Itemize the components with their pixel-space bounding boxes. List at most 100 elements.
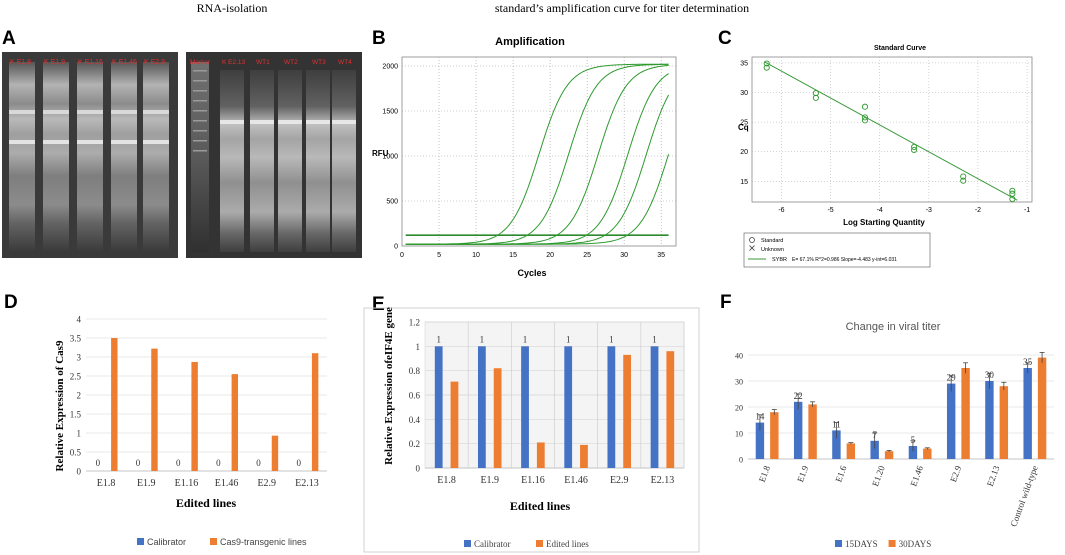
amplification-x-tick-label: 5 (437, 252, 441, 259)
bar-y-tick-label: 1.5 (70, 410, 82, 420)
eif4e-ylabel: Relative Expression ofeIF4E gene (383, 307, 395, 465)
bar-30days (846, 443, 856, 459)
bar-data-label: 29 (947, 373, 957, 383)
bar-15days (1023, 368, 1032, 459)
gel-marker-band (193, 100, 207, 102)
standard-curve-point (763, 60, 770, 67)
bar-y-tick-label: 3.5 (70, 334, 82, 344)
gel-right-lane-label: WT2 (284, 59, 298, 66)
cas9-xlabel: Edited lines (176, 496, 237, 510)
gel-left-lane (77, 62, 103, 252)
amplification-y-tick-label: 2000 (382, 64, 398, 71)
bar-30days (1037, 357, 1047, 459)
bar-y-tick-label: 3 (77, 353, 82, 363)
bar-calibrator (650, 346, 659, 468)
legend-swatch (137, 538, 144, 545)
bar-15days (908, 446, 918, 459)
standard-curve-y-tick-label: 30 (740, 90, 748, 97)
panel-letter-c: C (718, 28, 732, 49)
legend-label: Edited lines (546, 539, 589, 549)
standard-curve-point (1009, 195, 1016, 203)
gel-right-band (306, 120, 330, 124)
bar-30days (999, 386, 1009, 459)
bar-15days (985, 381, 994, 459)
standard-curve-point (911, 146, 918, 153)
bar-y-tick-label: 30 (735, 378, 743, 387)
gel-right-lane (306, 70, 330, 252)
bar-y-tick-label: 10 (735, 430, 743, 439)
bar-30days (961, 368, 970, 459)
bar-cas9-transgenic-lines (271, 435, 279, 471)
gel-marker-band (193, 120, 207, 122)
gel-right-lane-label: WT4 (338, 59, 352, 66)
eif4e-chart-border (363, 307, 700, 553)
gel-left-lane (143, 62, 169, 252)
standard-curve-x-tick-label: -5 (827, 207, 833, 214)
bar-edited-lines (536, 442, 545, 468)
standard-curve-y-tick-label: 15 (740, 179, 748, 186)
gel-left-lane-label: K E1.8 (10, 59, 31, 66)
gel-marker-band (193, 140, 207, 142)
panel-f-viral-titer: Change in viral titer 0 10 20 30 40 14 E1.8 22 E… (735, 321, 1054, 549)
bar-30days (923, 448, 932, 459)
bar-x-tick-label: E2.13 (985, 464, 1002, 488)
standard-curve-title: Standard Curve (874, 45, 926, 52)
panel-letter-a: A (2, 28, 16, 49)
standard-curve-point (960, 177, 967, 184)
standard-curve-x-tick-label: -1 (1024, 207, 1030, 214)
legend-swatch (888, 540, 896, 547)
legend-unknown-label: Unknown (761, 247, 784, 253)
bar-y-tick-label: 0.5 (70, 448, 82, 458)
amplification-x-tick-label: 35 (657, 252, 665, 259)
gel-left-lane-label: K E2.9 (144, 59, 165, 66)
bar-x-tick-label: E1.46 (564, 475, 588, 486)
gel-right-lane (278, 70, 302, 252)
bar-data-label: 0 (136, 458, 141, 468)
bar-data-label: 0 (216, 458, 221, 468)
gel-marker-band (193, 70, 207, 72)
bar-x-tick-label: E2.13 (295, 478, 319, 489)
bar-y-tick-label: 0.2 (409, 439, 420, 449)
bar-data-label: 1 (566, 334, 571, 344)
bar-data-label: 1 (609, 334, 614, 344)
amplification-y-tick-label: 1000 (382, 154, 398, 161)
bar-x-tick-label: E1.46 (908, 464, 925, 488)
bar-15days (870, 440, 879, 459)
bar-data-label: 22 (794, 391, 803, 401)
bar-x-tick-label: E2.9 (610, 475, 629, 486)
standard-curve-point (1009, 187, 1016, 194)
amplification-y-tick-label: 500 (386, 199, 398, 206)
legend-swatch (464, 540, 471, 547)
gel-right-lane (332, 70, 356, 252)
amplification-ylabel: RFU (372, 149, 389, 158)
legend-swatch (210, 538, 217, 545)
legend-fit-name: SYBR (772, 257, 787, 263)
amplification-y-tick-label: 1500 (382, 109, 398, 116)
standard-curve-point (861, 103, 869, 110)
legend-unknown-marker (749, 245, 755, 251)
gel-right-lane-label: WT3 (312, 59, 326, 66)
legend-standard-marker (749, 237, 755, 243)
legend-label: 30DAYS (899, 539, 932, 549)
gel-marker-band (193, 130, 207, 132)
gel-marker-band (193, 150, 207, 152)
gel-right-lane (220, 70, 244, 252)
gel-left-band (143, 110, 169, 114)
gel-right-band (220, 120, 244, 124)
gel-left-band (43, 140, 69, 144)
standard-curve-point (960, 173, 967, 180)
gel-marker-band (193, 110, 207, 112)
panel-letter-f: F (720, 292, 732, 313)
bar-y-tick-label: 40 (735, 352, 743, 361)
bar-edited-lines (666, 351, 675, 468)
bar-data-label: 30 (985, 370, 995, 380)
gel-left-lane (43, 62, 69, 252)
panel-letter-e: E (372, 294, 385, 315)
bar-data-label: 0 (256, 458, 261, 468)
bar-cas9-transgenic-lines (231, 374, 239, 471)
bar-y-tick-label: 2 (77, 391, 82, 401)
bar-y-tick-label: 0.6 (409, 391, 421, 401)
bar-y-tick-label: 4 (77, 315, 82, 325)
bar-y-tick-label: 20 (735, 404, 743, 413)
standard-curve-xlabel: Log Starting Quantity (843, 218, 925, 227)
